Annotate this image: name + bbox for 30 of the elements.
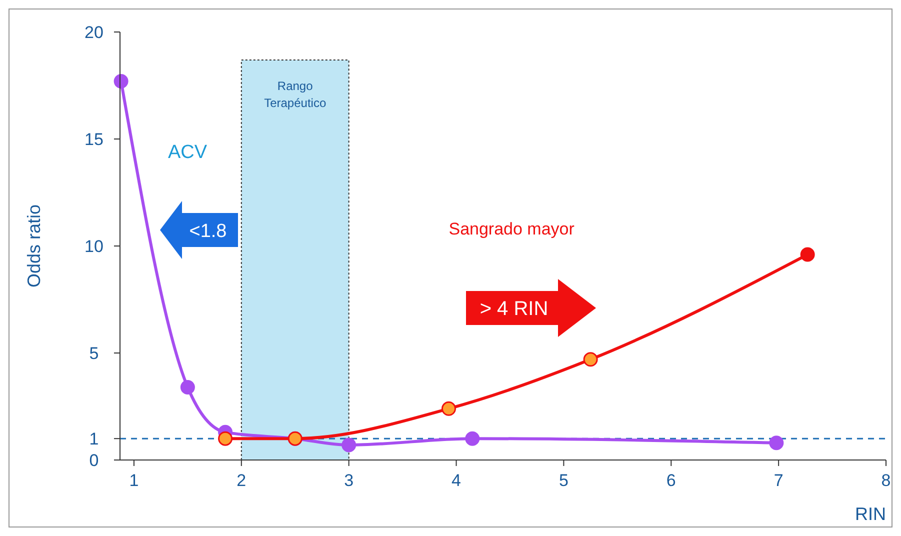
x-axis-title: RIN (855, 504, 886, 524)
point (800, 247, 815, 262)
point (441, 401, 456, 416)
y-tick-label: 1 (89, 430, 99, 449)
x-tick-label: 1 (129, 471, 139, 490)
x-tick-label: 5 (558, 471, 568, 490)
point (583, 352, 598, 367)
y-tick-label: 10 (84, 237, 104, 256)
x-tick-label: 7 (774, 471, 784, 490)
x-tick-label: 2 (236, 471, 246, 490)
x-tick-label: 3 (344, 471, 354, 490)
point (218, 431, 233, 446)
y-tick-label: 15 (84, 130, 104, 149)
band-label: Rango Terapéutico (264, 79, 326, 110)
x-tick-label: 4 (452, 471, 461, 490)
point (342, 438, 356, 452)
y-tick-label: 20 (84, 23, 104, 42)
point (465, 431, 480, 446)
x-tick-label: 8 (881, 471, 891, 490)
y-tick-label: 5 (89, 344, 99, 363)
point (114, 74, 128, 88)
text: Sangrado mayor (448, 220, 575, 239)
annotation: <1.8 (189, 221, 227, 242)
x-tick-label: 6 (666, 471, 676, 490)
point (180, 380, 195, 394)
annotation: ACV (168, 142, 208, 163)
point (769, 436, 784, 450)
y-tick-label: 0 (89, 451, 99, 470)
y-axis-title: Odds ratio (24, 204, 44, 288)
annotation: > 4 RIN (480, 298, 548, 320)
